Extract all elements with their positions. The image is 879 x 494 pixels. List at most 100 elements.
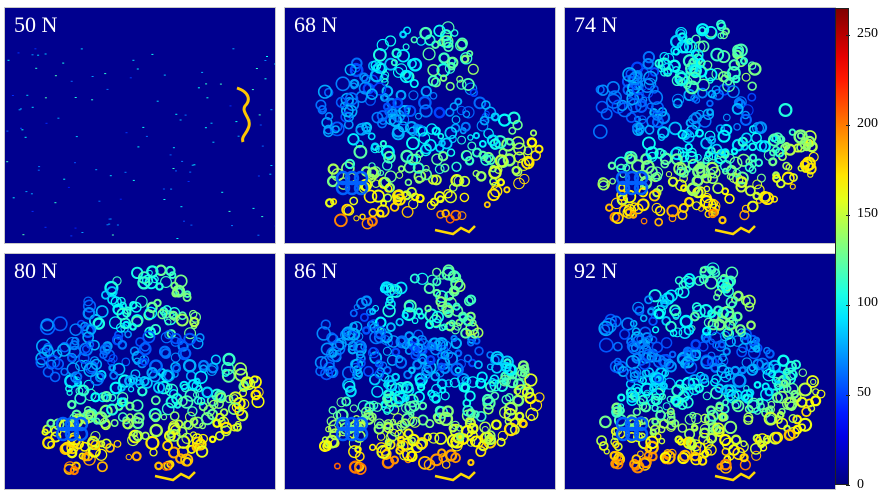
speckle xyxy=(257,175,260,177)
cell-ring xyxy=(385,284,395,293)
speckle xyxy=(183,220,185,222)
speckle xyxy=(266,56,268,57)
cell-ring xyxy=(767,133,782,147)
cell-ring xyxy=(324,198,335,208)
cell-ring xyxy=(167,429,181,442)
cell-ring xyxy=(514,384,528,398)
cell-ring xyxy=(713,305,723,316)
cell-ring xyxy=(84,409,95,420)
cell-ring xyxy=(694,153,702,161)
cell-ring xyxy=(670,146,685,161)
cell-ring xyxy=(689,64,702,78)
speckle xyxy=(162,188,165,190)
cell-ring xyxy=(756,173,766,183)
cell-ring xyxy=(233,362,247,376)
speckle xyxy=(17,52,20,54)
cell-ring xyxy=(667,407,675,416)
cell-ring xyxy=(719,386,728,395)
cell-ring xyxy=(489,177,498,186)
cell-ring xyxy=(651,404,659,412)
cell-ring xyxy=(315,366,326,377)
cell-ring xyxy=(675,379,685,389)
cell-ring xyxy=(353,416,369,432)
cell-ring xyxy=(689,411,697,419)
cell-ring xyxy=(392,390,407,405)
cell-ring xyxy=(730,147,739,156)
cell-ring xyxy=(746,320,756,331)
cell-ring xyxy=(504,363,516,376)
cell-ring xyxy=(189,431,198,439)
cell-ring xyxy=(109,370,119,381)
cell-ring xyxy=(376,421,384,429)
cell-ring xyxy=(598,320,614,337)
panel-label: 86 N xyxy=(294,258,338,283)
cell-ring xyxy=(796,131,805,140)
cell-ring xyxy=(778,102,793,117)
cell-ring xyxy=(694,275,705,287)
speckle xyxy=(109,175,112,177)
cell-ring xyxy=(379,73,389,83)
panel-80n: 80 N xyxy=(4,253,276,490)
cell-ring xyxy=(799,137,812,151)
cell-ring xyxy=(764,387,774,397)
cell-ring xyxy=(699,427,711,439)
panel-image xyxy=(315,21,544,236)
cell-ring xyxy=(731,102,744,115)
cell-ring xyxy=(731,399,745,413)
speckle xyxy=(75,136,78,138)
cell-ring xyxy=(430,77,441,88)
cell-ring xyxy=(341,326,356,341)
cell-ring xyxy=(624,416,640,432)
cell-ring xyxy=(64,426,80,442)
cell-ring xyxy=(478,140,487,148)
cell-ring xyxy=(678,449,692,462)
cell-ring xyxy=(683,349,694,360)
cell-ring xyxy=(100,390,112,403)
cell-ring xyxy=(161,402,175,416)
speckle xyxy=(204,127,207,129)
speckle xyxy=(176,238,179,239)
cell-ring xyxy=(55,416,71,432)
cell-ring xyxy=(651,341,664,354)
cell-ring xyxy=(423,432,432,442)
speckle xyxy=(95,169,98,171)
cell-ring xyxy=(201,386,214,399)
cell-ring xyxy=(622,163,631,172)
cell-ring xyxy=(374,359,384,368)
cell-ring xyxy=(731,335,744,347)
cell-ring xyxy=(508,126,517,135)
speckle xyxy=(80,48,83,50)
cell-ring xyxy=(512,166,523,177)
cell-ring xyxy=(693,41,706,53)
cell-ring xyxy=(782,368,791,376)
cell-ring xyxy=(609,315,622,328)
speckle xyxy=(44,97,47,99)
cell-ring xyxy=(398,335,408,345)
cell-ring xyxy=(110,419,119,428)
speckle xyxy=(190,224,193,226)
cell-ring xyxy=(441,209,450,218)
cell-ring xyxy=(392,97,404,109)
cell-ring xyxy=(707,422,719,433)
cell-ring xyxy=(782,172,795,185)
cell-ring xyxy=(103,345,112,354)
speckle xyxy=(11,95,14,96)
speckle xyxy=(31,210,34,212)
speckle xyxy=(21,129,24,131)
cell-ring xyxy=(689,311,700,322)
cell-ring xyxy=(703,317,714,328)
cell-ring xyxy=(461,78,475,91)
cell-ring xyxy=(361,295,373,307)
cell-ring xyxy=(80,323,96,339)
cell-ring xyxy=(395,446,404,455)
cell-ring xyxy=(716,365,730,379)
cell-ring xyxy=(684,150,699,164)
cell-ring xyxy=(382,94,390,102)
cell-ring xyxy=(715,403,724,412)
cell-ring xyxy=(440,137,453,150)
speckle xyxy=(137,146,140,148)
cell-ring xyxy=(336,397,347,408)
cell-ring xyxy=(42,436,56,450)
cell-ring xyxy=(116,307,129,321)
cell-ring xyxy=(46,354,61,369)
